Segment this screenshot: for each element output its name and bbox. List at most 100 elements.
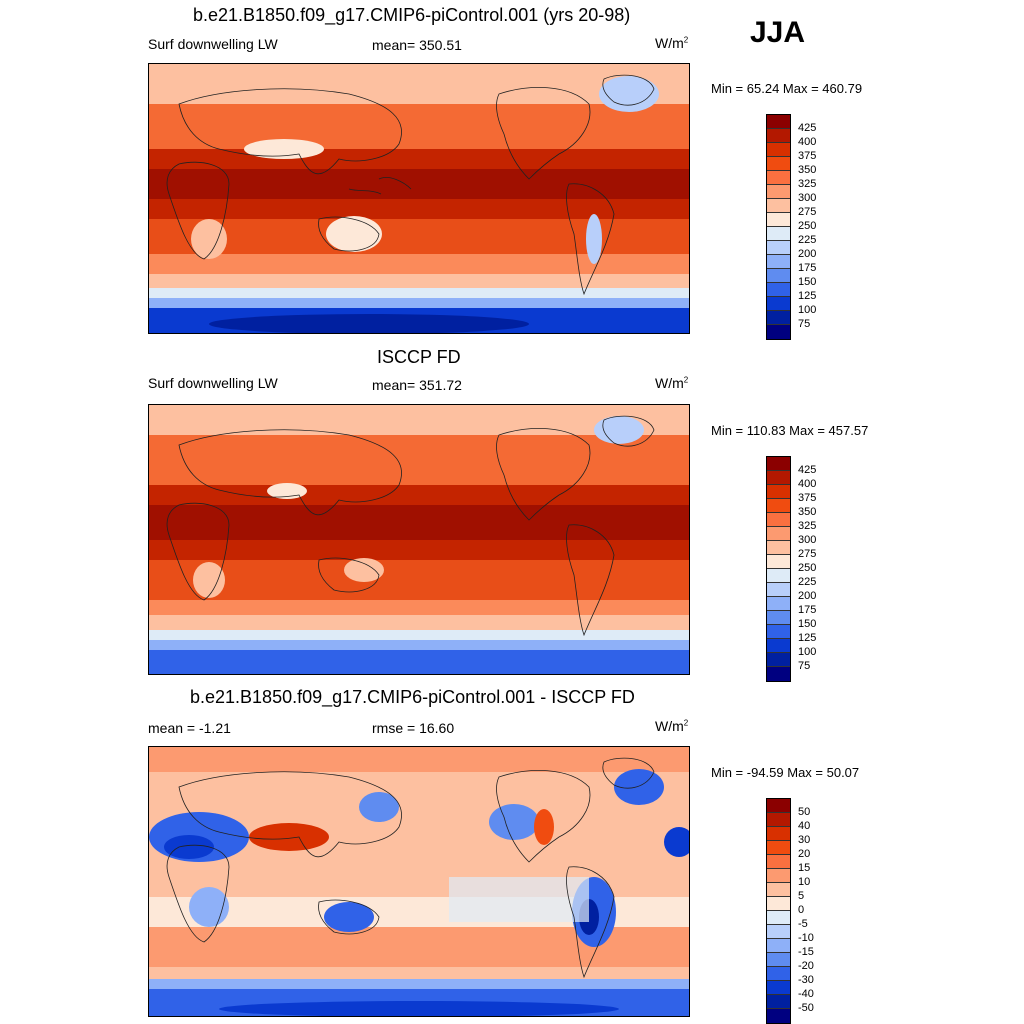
panel-3-minmax: Min = -94.59 Max = 50.07 (711, 765, 860, 780)
colorbar-label: 5 (798, 890, 805, 902)
colorbar-label: 0 (798, 904, 805, 916)
colorbar-swatch (767, 555, 790, 569)
panel-3-mean: mean = -1.21 (148, 720, 231, 736)
colorbar-label: 30 (798, 834, 811, 846)
colorbar-swatch (767, 855, 790, 869)
colorbar-swatch (767, 667, 790, 681)
colorbar-swatch (767, 485, 790, 499)
panel-1-title: b.e21.B1850.f09_g17.CMIP6-piControl.001 … (193, 5, 631, 25)
colorbar-swatch (767, 157, 790, 171)
colorbar-swatch (767, 269, 790, 283)
colorbar-swatch (767, 171, 790, 185)
colorbar-swatch (767, 325, 790, 339)
colorbar-label: 425 (798, 122, 817, 134)
colorbar-label: 375 (798, 150, 817, 162)
colorbar-swatch (767, 513, 790, 527)
colorbar-swatch (767, 129, 790, 143)
colorbar-swatch (767, 199, 790, 213)
colorbar-label: 250 (798, 562, 817, 574)
colorbar-swatch (767, 981, 790, 995)
colorbar-label: 275 (798, 206, 817, 218)
panel-1-minmax: Min = 65.24 Max = 460.79 (711, 81, 863, 96)
colorbar-label: 200 (798, 590, 817, 602)
panel-2-variable: Surf downwelling LW (148, 375, 278, 391)
colorbar-swatch (767, 597, 790, 611)
colorbar-swatch (767, 541, 790, 555)
panel-3-units: W/m2 (655, 718, 689, 734)
colorbar-swatch (767, 311, 790, 325)
panel-1-mean: mean= 350.51 (372, 37, 462, 53)
colorbar-swatch (767, 799, 790, 813)
colorbar-swatch (767, 241, 790, 255)
colorbar-label: 150 (798, 276, 817, 288)
colorbar-label: -40 (798, 988, 814, 1000)
colorbar-label: -50 (798, 1002, 814, 1014)
colorbar-label: -5 (798, 918, 808, 930)
panel-2-mean: mean= 351.72 (372, 377, 462, 393)
colorbar-swatch (767, 841, 790, 855)
colorbar-label: 250 (798, 220, 817, 232)
colorbar-label: 75 (798, 318, 811, 330)
colorbar-swatch (767, 143, 790, 157)
colorbar-swatch (767, 639, 790, 653)
colorbar-label: 200 (798, 248, 817, 260)
colorbar-label: 275 (798, 548, 817, 560)
colorbar-swatch (767, 611, 790, 625)
colorbar-label: -30 (798, 974, 814, 986)
panel-2-title: ISCCP FD (377, 347, 461, 367)
colorbar-label: 350 (798, 506, 817, 518)
colorbar-swatch (767, 883, 790, 897)
colorbar-swatch (767, 827, 790, 841)
colorbar-label: 225 (798, 576, 817, 588)
colorbar-swatch (767, 813, 790, 827)
colorbar-label: 300 (798, 534, 817, 546)
panel-1-variable: Surf downwelling LW (148, 36, 278, 52)
colorbar-swatch (767, 569, 790, 583)
panel-2-colorbar (766, 456, 791, 682)
colorbar-swatch (767, 1009, 790, 1023)
colorbar-label: 300 (798, 192, 817, 204)
panel-2-minmax: Min = 110.83 Max = 457.57 (711, 423, 869, 438)
colorbar-label: 225 (798, 234, 817, 246)
colorbar-label: -10 (798, 932, 814, 944)
colorbar-swatch (767, 967, 790, 981)
season-label: JJA (750, 16, 806, 49)
colorbar-swatch (767, 939, 790, 953)
colorbar-label: 20 (798, 848, 811, 860)
colorbar-label: 325 (798, 520, 817, 532)
colorbar-label: 350 (798, 164, 817, 176)
panel-3-title: b.e21.B1850.f09_g17.CMIP6-piControl.001 … (190, 687, 635, 707)
panel-3-map (148, 746, 690, 1017)
colorbar-swatch (767, 869, 790, 883)
colorbar-swatch (767, 457, 790, 471)
colorbar-label: 400 (798, 478, 817, 490)
colorbar-label: 425 (798, 464, 817, 476)
panel-2-map (148, 404, 690, 675)
colorbar-swatch (767, 297, 790, 311)
panel-3-rmse: rmse = 16.60 (372, 720, 455, 736)
colorbar-swatch (767, 115, 790, 129)
colorbar-label: -20 (798, 960, 814, 972)
colorbar-swatch (767, 213, 790, 227)
colorbar-swatch (767, 227, 790, 241)
panel-1-units: W/m2 (655, 35, 689, 51)
colorbar-label: 75 (798, 660, 811, 672)
colorbar-label: 125 (798, 290, 817, 302)
colorbar-label: 100 (798, 304, 817, 316)
panel-3-colorbar (766, 798, 791, 1024)
colorbar-swatch (767, 653, 790, 667)
colorbar-swatch (767, 911, 790, 925)
colorbar-swatch (767, 471, 790, 485)
panel-2-units: W/m2 (655, 375, 689, 391)
panel-1-map (148, 63, 690, 334)
colorbar-label: 175 (798, 604, 817, 616)
colorbar-swatch (767, 283, 790, 297)
colorbar-label: -15 (798, 946, 814, 958)
colorbar-label: 375 (798, 492, 817, 504)
colorbar-swatch (767, 953, 790, 967)
colorbar-swatch (767, 925, 790, 939)
colorbar-swatch (767, 499, 790, 513)
colorbar-label: 100 (798, 646, 817, 658)
colorbar-swatch (767, 995, 790, 1009)
colorbar-label: 125 (798, 632, 817, 644)
